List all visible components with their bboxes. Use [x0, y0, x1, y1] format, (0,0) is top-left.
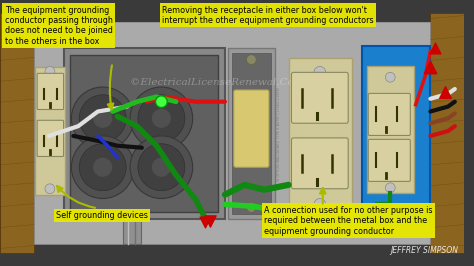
Circle shape [130, 87, 193, 150]
Circle shape [72, 136, 134, 198]
Bar [0, 13, 34, 253]
Bar [35, 68, 64, 195]
Circle shape [314, 198, 326, 210]
Circle shape [155, 96, 167, 107]
Text: Self grounding devices: Self grounding devices [56, 211, 148, 220]
Point [431, 46, 439, 50]
Circle shape [72, 87, 134, 150]
Circle shape [45, 184, 55, 194]
Circle shape [138, 144, 185, 191]
Bar [430, 13, 464, 253]
Circle shape [138, 95, 185, 142]
Text: The equipment grounding
conductor passing through
does not need to be joined
to : The equipment grounding conductor passin… [5, 6, 112, 46]
Text: Removing the receptacle in either box below won't
interrupt the other equipment : Removing the receptacle in either box be… [162, 6, 374, 25]
Circle shape [385, 183, 395, 193]
Circle shape [246, 55, 256, 65]
Bar [367, 65, 414, 193]
Bar [71, 55, 218, 212]
Bar [232, 53, 271, 214]
Point [207, 219, 214, 223]
Circle shape [93, 109, 112, 128]
Point [441, 90, 449, 94]
Circle shape [385, 72, 395, 82]
Bar [362, 46, 430, 222]
FancyBboxPatch shape [234, 90, 269, 167]
Circle shape [314, 66, 326, 78]
Bar [289, 58, 352, 214]
Circle shape [79, 144, 126, 191]
FancyBboxPatch shape [368, 139, 410, 181]
Bar [123, 214, 141, 244]
FancyBboxPatch shape [37, 120, 64, 156]
Bar [34, 22, 430, 244]
Text: A connection used for no other purpose is
required between the metal box and the: A connection used for no other purpose i… [264, 206, 433, 236]
Bar [29, 22, 434, 244]
FancyBboxPatch shape [292, 72, 348, 123]
Text: JEFFREY SIMPSON: JEFFREY SIMPSON [390, 246, 458, 255]
Circle shape [79, 95, 126, 142]
Circle shape [152, 109, 171, 128]
Circle shape [246, 202, 256, 212]
Point [201, 220, 209, 224]
FancyBboxPatch shape [368, 93, 410, 135]
Bar [64, 48, 225, 219]
Text: IS OPTION WALLBOARD TYPE X ASTM C1396/C1396M: IS OPTION WALLBOARD TYPE X ASTM C1396/C1… [277, 87, 281, 181]
Text: ©ElectricalLicenseRenewal.Com 2020: ©ElectricalLicenseRenewal.Com 2020 [130, 78, 334, 87]
Circle shape [130, 136, 193, 198]
Point [427, 65, 434, 70]
Bar [228, 48, 275, 219]
FancyBboxPatch shape [292, 138, 348, 189]
FancyBboxPatch shape [37, 73, 64, 110]
Circle shape [152, 157, 171, 177]
Circle shape [93, 157, 112, 177]
Circle shape [45, 66, 55, 76]
